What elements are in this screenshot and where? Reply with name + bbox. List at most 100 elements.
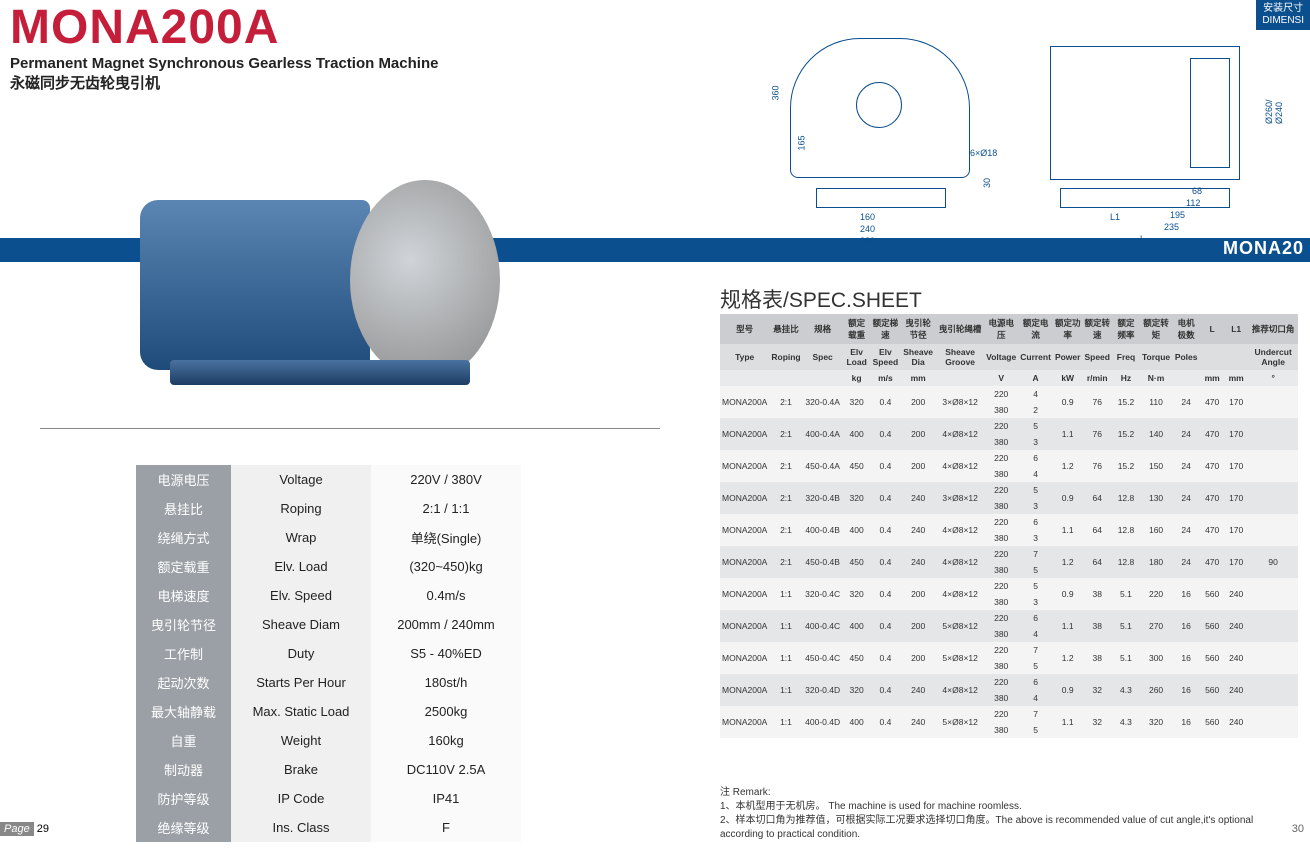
spec-cell: 320-0.4D bbox=[803, 674, 843, 706]
spec-cell: 400 bbox=[843, 706, 871, 738]
spec-cell: MONA200A bbox=[720, 418, 769, 450]
spec-cell: 240 bbox=[1224, 642, 1248, 674]
spec-cell bbox=[1248, 706, 1298, 738]
spec-cell: 0.4 bbox=[871, 674, 901, 706]
dim-360: 360 bbox=[771, 85, 781, 100]
page-number-left: 29 bbox=[37, 823, 49, 835]
spec-cell: 3 bbox=[1018, 530, 1053, 546]
spec-cell: 2:1 bbox=[769, 514, 802, 546]
spec-cell: 38 bbox=[1082, 642, 1112, 674]
spec-header-cell: mm bbox=[900, 370, 936, 386]
spec-cell: 7 bbox=[1018, 546, 1053, 562]
spec-cell: 240 bbox=[900, 706, 936, 738]
spec-cell: 470 bbox=[1200, 482, 1224, 514]
spec-header-cell: Elv Speed bbox=[871, 344, 901, 370]
spec-cell: 4 bbox=[1018, 386, 1053, 402]
spec-cell: 200 bbox=[900, 610, 936, 642]
spec-cell: 380 bbox=[984, 690, 1018, 706]
spec-cell: 400 bbox=[843, 610, 871, 642]
spec-cell: 24 bbox=[1172, 514, 1200, 546]
spec-cell: 220 bbox=[984, 546, 1018, 562]
spec-cell: 260 bbox=[1140, 674, 1172, 706]
spec-cell: MONA200A bbox=[720, 642, 769, 674]
spec-cell bbox=[1248, 450, 1298, 482]
spec-header-cell: ° bbox=[1248, 370, 1298, 386]
param-cn: 曳引轮节径 bbox=[136, 610, 231, 639]
spec-cell: 2:1 bbox=[769, 450, 802, 482]
spec-header-cell: Hz bbox=[1112, 370, 1140, 386]
spec-cell: 5 bbox=[1018, 722, 1053, 738]
spec-cell: 220 bbox=[1140, 578, 1172, 610]
spec-cell: 12.8 bbox=[1112, 546, 1140, 578]
param-en: Max. Static Load bbox=[231, 697, 371, 726]
spec-cell: 400-0.4B bbox=[803, 514, 843, 546]
spec-header-cell: Voltage bbox=[984, 344, 1018, 370]
spec-cell: 0.9 bbox=[1053, 386, 1083, 418]
param-val: S5 - 40%ED bbox=[371, 639, 521, 668]
spec-row: MONA200A1:1320-0.4C3200.42004×Ø8×1222050… bbox=[720, 578, 1298, 594]
spec-cell: 4 bbox=[1018, 626, 1053, 642]
spec-cell: 140 bbox=[1140, 418, 1172, 450]
spec-cell: 220 bbox=[984, 386, 1018, 402]
dim-holes: 6×Ø18 bbox=[970, 148, 997, 158]
drawing-left-circle bbox=[856, 82, 902, 128]
spec-cell: MONA200A bbox=[720, 674, 769, 706]
spec-cell: 1.2 bbox=[1053, 546, 1083, 578]
spec-row: MONA200A2:1400-0.4A4000.42004×Ø8×1222051… bbox=[720, 418, 1298, 434]
spec-cell: 3×Ø8×12 bbox=[936, 386, 984, 418]
spec-cell: 3 bbox=[1018, 498, 1053, 514]
param-val: 2500kg bbox=[371, 697, 521, 726]
dim-68: 68 bbox=[1192, 186, 1202, 196]
spec-header-cell: 额定电流 bbox=[1018, 314, 1053, 344]
spec-cell: 3 bbox=[1018, 434, 1053, 450]
spec-header-cell: Elv Load bbox=[843, 344, 871, 370]
spec-cell: 1.2 bbox=[1053, 642, 1083, 674]
spec-cell: 12.8 bbox=[1112, 514, 1140, 546]
spec-cell: 240 bbox=[1224, 706, 1248, 738]
param-row: 电源电压Voltage220V / 380V bbox=[136, 465, 521, 494]
spec-cell: 4 bbox=[1018, 466, 1053, 482]
dim-112: 112 bbox=[1186, 198, 1200, 208]
spec-cell: 240 bbox=[900, 514, 936, 546]
spec-cell: 4×Ø8×12 bbox=[936, 418, 984, 450]
spec-cell: 32 bbox=[1082, 706, 1112, 738]
spec-cell: 4×Ø8×12 bbox=[936, 514, 984, 546]
spec-cell: 0.9 bbox=[1053, 578, 1083, 610]
spec-cell: 320-0.4C bbox=[803, 578, 843, 610]
spec-header-cell: 额定载重 bbox=[843, 314, 871, 344]
spec-cell: 1.1 bbox=[1053, 514, 1083, 546]
spec-cell: 240 bbox=[1224, 674, 1248, 706]
corner-line2: DIMENSI bbox=[1262, 15, 1304, 27]
param-row: 曳引轮节径Sheave Diam200mm / 240mm bbox=[136, 610, 521, 639]
spec-cell: 24 bbox=[1172, 546, 1200, 578]
spec-cell: 16 bbox=[1172, 674, 1200, 706]
spec-cell: 560 bbox=[1200, 674, 1224, 706]
spec-cell: 220 bbox=[984, 418, 1018, 434]
param-cn: 电梯速度 bbox=[136, 581, 231, 610]
spec-cell: 110 bbox=[1140, 386, 1172, 418]
spec-cell: 2:1 bbox=[769, 418, 802, 450]
spec-cell: 4×Ø8×12 bbox=[936, 450, 984, 482]
param-en: Elv. Load bbox=[231, 552, 371, 581]
spec-header-cell: mm bbox=[1224, 370, 1248, 386]
spec-header-cell: L bbox=[1200, 314, 1224, 344]
spec-cell: 450-0.4A bbox=[803, 450, 843, 482]
param-cn: 自重 bbox=[136, 726, 231, 755]
spec-cell: 0.4 bbox=[871, 482, 901, 514]
spec-cell: 560 bbox=[1200, 642, 1224, 674]
spec-cell bbox=[1248, 514, 1298, 546]
spec-header-cell: V bbox=[984, 370, 1018, 386]
spec-row: MONA200A2:1450-0.4B4500.42404×Ø8×1222071… bbox=[720, 546, 1298, 562]
spec-cell: MONA200A bbox=[720, 546, 769, 578]
spec-cell: 38 bbox=[1082, 578, 1112, 610]
spec-cell: 24 bbox=[1172, 482, 1200, 514]
param-row: 电梯速度Elv. Speed0.4m/s bbox=[136, 581, 521, 610]
param-table: 电源电压Voltage220V / 380V悬挂比Roping2:1 / 1:1… bbox=[136, 465, 521, 842]
spec-cell: 180 bbox=[1140, 546, 1172, 578]
spec-cell: 380 bbox=[984, 722, 1018, 738]
spec-cell: 5.1 bbox=[1112, 578, 1140, 610]
spec-cell: 5 bbox=[1018, 562, 1053, 578]
spec-cell: 170 bbox=[1224, 514, 1248, 546]
spec-cell: 6 bbox=[1018, 450, 1053, 466]
spec-cell: 1:1 bbox=[769, 674, 802, 706]
